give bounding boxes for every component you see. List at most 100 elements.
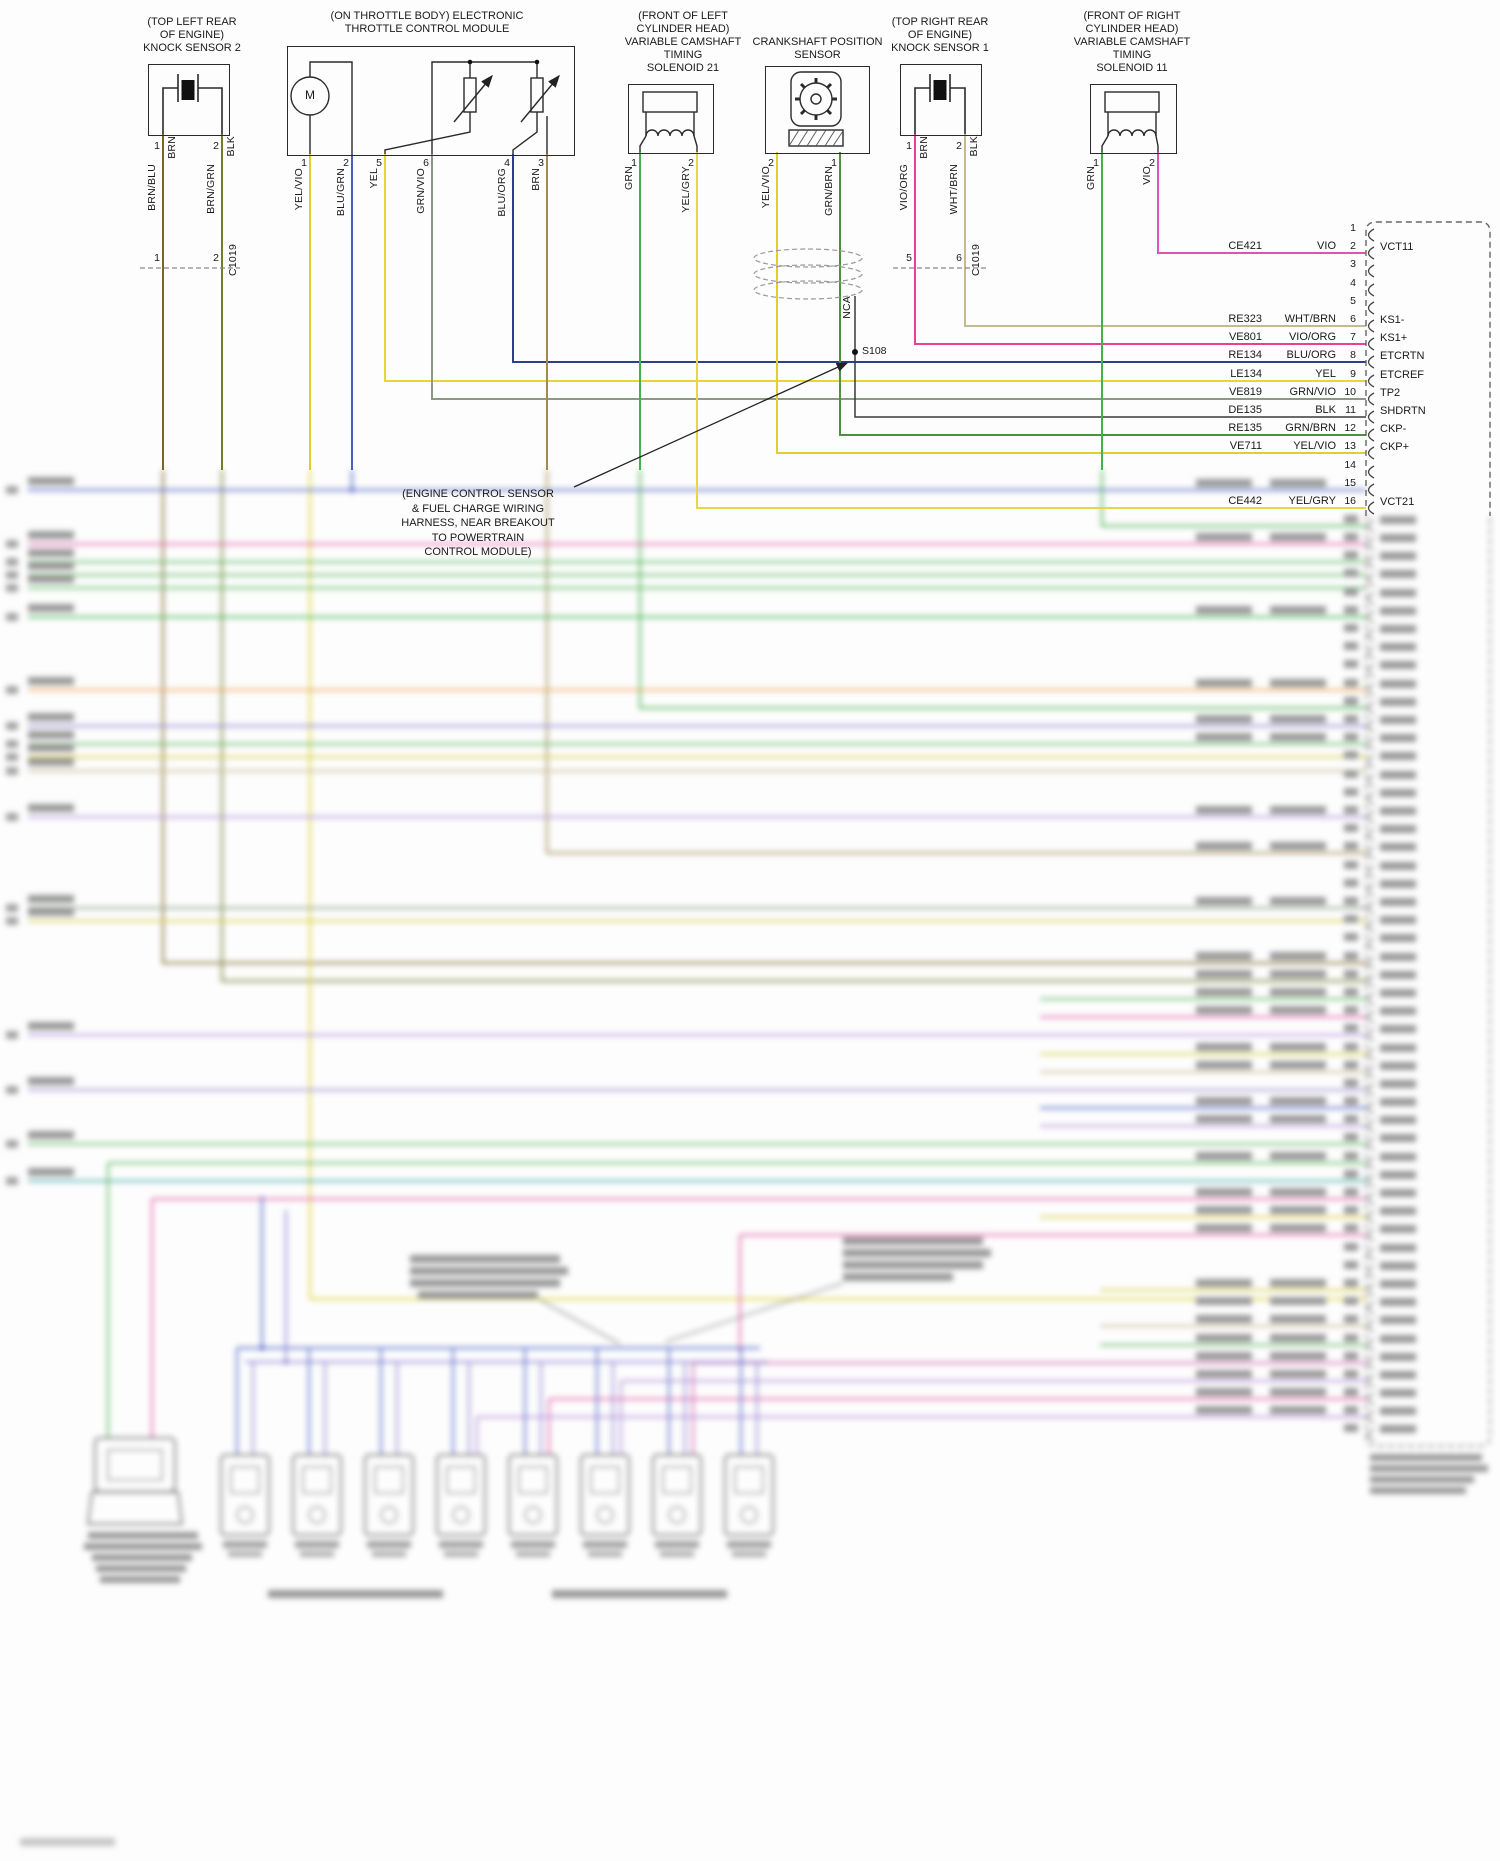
pcm-pin-number: 12	[1344, 422, 1356, 434]
etc-wire-label: BRN	[530, 168, 542, 191]
etc-pin-number: 3	[538, 157, 544, 169]
vct11-pin-number: 1	[1093, 157, 1099, 169]
ks1-wire2-label: WHT/BRN	[948, 164, 960, 215]
solenoid-coil-icon	[1101, 91, 1160, 152]
throttle-position-sensor-icon	[384, 59, 560, 154]
pcm-pin-number: 6	[1350, 313, 1356, 325]
vct11-wire-label: VIO	[1141, 166, 1153, 185]
etc-pin-number: 4	[504, 157, 510, 169]
pcm-circuit-id: LE134	[1230, 368, 1262, 380]
pcm-pin-number: 11	[1345, 404, 1356, 416]
pcm-circuit-id: VE801	[1228, 331, 1262, 343]
pcm-connector-border	[1365, 221, 1491, 516]
etc-wire-label: GRN/VIO	[415, 168, 427, 214]
pcm-pin-name: ETCREF	[1380, 369, 1424, 381]
knock-sensor-1-title: (TOP RIGHT REAR OF ENGINE) KNOCK SENSOR …	[891, 16, 989, 54]
vct21-wire-label: YEL/GRY	[680, 166, 692, 213]
shield-drain-label: NCA	[841, 296, 853, 319]
pcm-circuit-id: DE135	[1228, 404, 1262, 416]
pcm-wire-color: YEL	[1315, 368, 1336, 380]
pcm-circuit-id: VE711	[1229, 440, 1262, 452]
vct21-wire-label: GRN	[623, 166, 635, 190]
splice-label: S108	[862, 345, 887, 357]
pcm-pin-name: ETCRTN	[1380, 350, 1425, 362]
ks1-pin2-number: 2	[956, 140, 962, 152]
pcm-pin-number: 10	[1344, 386, 1356, 398]
pcm-pin-number: 5	[1350, 295, 1356, 307]
harness-note: (ENGINE CONTROL SENSOR & FUEL CHARGE WIR…	[401, 488, 555, 558]
knock-sensor-icon	[162, 74, 223, 134]
vct-solenoid-21-box	[628, 84, 714, 154]
ks2-pin2-number: 2	[213, 140, 219, 152]
pcm-pin-name: VCT11	[1380, 241, 1414, 253]
ks2-wire2-label: BRN/GRN	[205, 164, 217, 214]
knock-sensor-2-box	[148, 64, 230, 136]
etc-pin-number: 6	[423, 157, 429, 169]
pcm-pin-number: 13	[1344, 440, 1356, 452]
pcm-pin-name: KS1-	[1380, 314, 1405, 326]
ks1-wire-vioorg	[914, 134, 1366, 345]
ckp-pin-number: 2	[768, 157, 774, 169]
vct-solenoid-21-title: (FRONT OF LEFT CYLINDER HEAD) VARIABLE C…	[624, 10, 742, 74]
ks2-connector-label: C1019	[227, 244, 239, 276]
vct21-pin-number: 1	[631, 157, 637, 169]
pcm-wire-color: VIO	[1317, 240, 1336, 252]
knock-sensor-icon	[914, 74, 966, 134]
pcm-pin-number: 14	[1344, 459, 1356, 471]
ks1-pigtail1-label: BRN	[918, 136, 930, 159]
etc-pin-number: 1	[301, 157, 307, 169]
ks2-pin1-number: 1	[154, 140, 160, 152]
ks2-connector-pin1: 1	[154, 252, 160, 264]
pcm-wire-color: GRN/VIO	[1289, 386, 1336, 398]
ckp-wire-yelvio	[776, 152, 1366, 454]
etc-wire-label: BLU/GRN	[335, 168, 347, 217]
pcm-circuit-id: RE134	[1228, 349, 1262, 361]
ckp-wire-label: YEL/VIO	[760, 166, 772, 209]
ks1-pigtail2-label: BLK	[968, 136, 980, 157]
splice-dot	[852, 349, 858, 355]
etc-pin-number: 5	[376, 157, 382, 169]
etc-wire-label: YEL	[368, 168, 380, 189]
pcm-pin-name: KS1+	[1380, 332, 1408, 344]
ks1-connector-pin1: 5	[906, 252, 912, 264]
ks1-connector-label: C1019	[970, 244, 982, 276]
pcm-pin-number: 3	[1350, 258, 1356, 270]
pcm-wire-color: YEL/VIO	[1293, 440, 1336, 452]
pcm-circuit-id: CE421	[1228, 240, 1262, 252]
ks1-pin1-number: 1	[906, 140, 912, 152]
pcm-pin-name: TP2	[1380, 387, 1401, 399]
pcm-pin-number: 1	[1350, 222, 1356, 234]
ckp-shield-drain-wire	[854, 296, 1366, 418]
knock-sensor-1-box	[900, 64, 982, 136]
ks1-connector-pin2: 6	[956, 252, 962, 264]
shielded-twisted-pair-icon	[753, 248, 863, 300]
etc-wire-label: YEL/VIO	[293, 168, 305, 211]
pcm-circuit-id: CE442	[1228, 495, 1262, 507]
vct-solenoid-11-box	[1090, 84, 1177, 154]
pcm-pin-number: 15	[1344, 477, 1356, 489]
etc-wire-yel	[384, 154, 1366, 382]
knock-sensor-2-title: (TOP LEFT REAR OF ENGINE) KNOCK SENSOR 2	[143, 16, 241, 54]
pcm-wire-color: GRN/BRN	[1285, 422, 1336, 434]
ckp-wire-label: GRN/BRN	[823, 166, 835, 216]
note-leader-arrow	[573, 362, 849, 488]
etc-wire-grnvio	[431, 154, 1366, 400]
pcm-pin-brackets	[1367, 228, 1375, 515]
motor-icon	[290, 61, 353, 154]
etc-pin-number: 2	[343, 157, 349, 169]
pcm-pin-name: CKP+	[1380, 441, 1410, 453]
pcm-pin-name: SHDRTN	[1380, 405, 1426, 417]
pcm-pin-number: 8	[1350, 349, 1356, 361]
pcm-wire-color: WHT/BRN	[1284, 313, 1336, 325]
solenoid-coil-icon	[639, 91, 698, 152]
ks1-wire1-label: VIO/ORG	[898, 164, 910, 211]
pcm-pin-number: 16	[1344, 495, 1356, 507]
vct21-pin-number: 2	[688, 157, 694, 169]
ckp-wire-grnbrn	[839, 152, 1366, 436]
pcm-pin-name: CKP-	[1380, 423, 1407, 435]
ckp-sensor-box	[765, 66, 870, 154]
pcm-circuit-id: VE819	[1228, 386, 1262, 398]
ks2-pigtail1-label: BRN	[166, 136, 178, 159]
